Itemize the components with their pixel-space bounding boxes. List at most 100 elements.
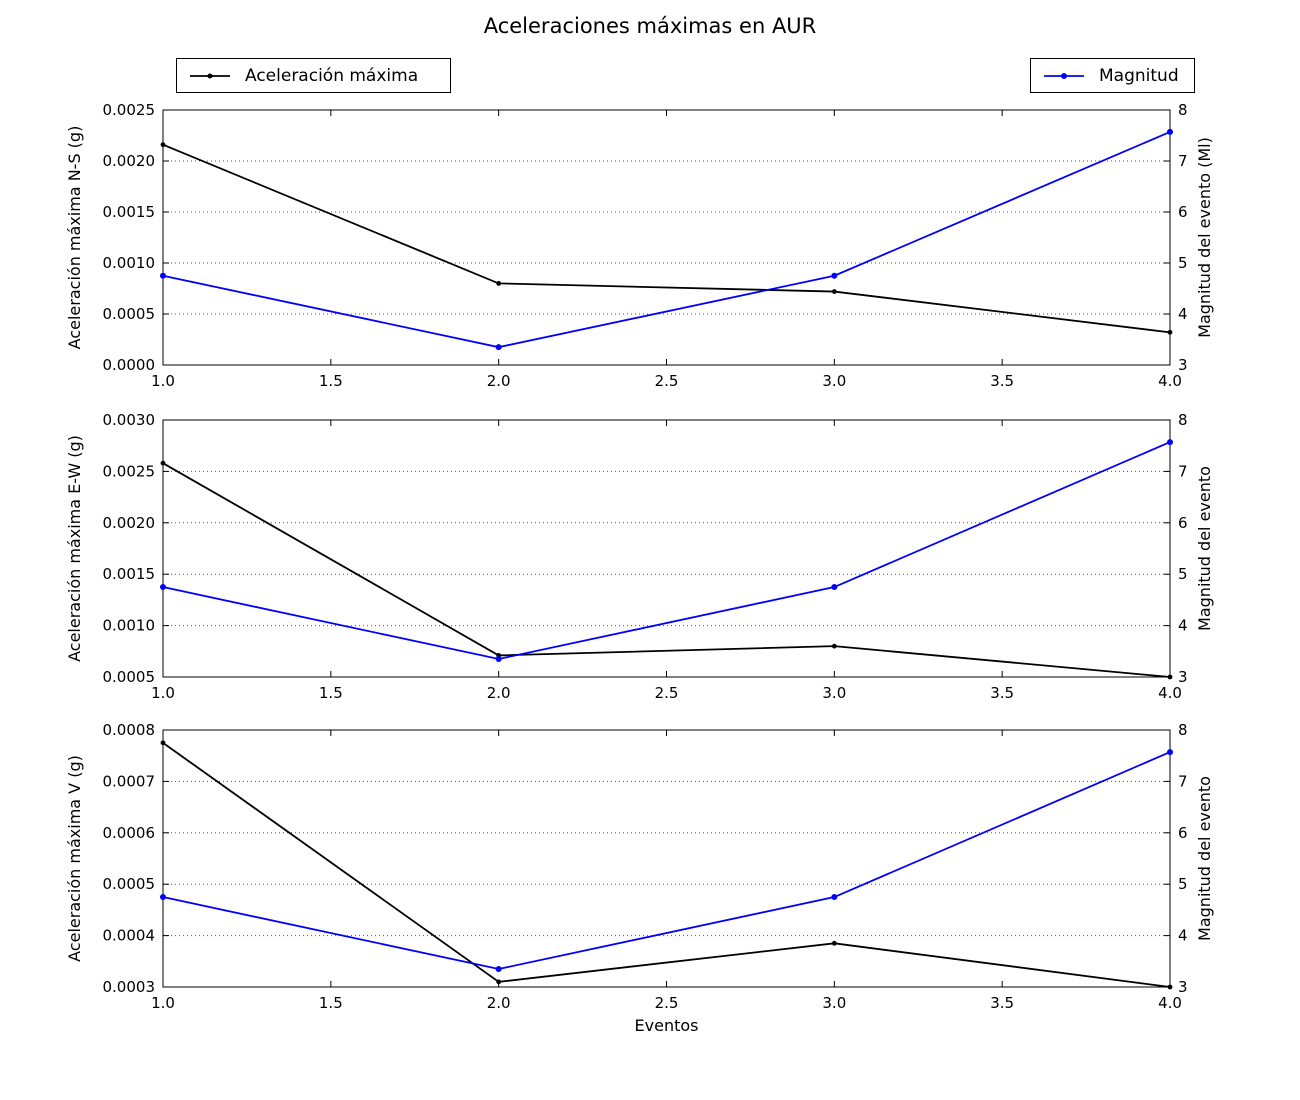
x-tick-label: 1.0 <box>151 372 175 390</box>
y-tick-label-left: 0.0015 <box>103 203 156 221</box>
data-point <box>1167 749 1173 756</box>
data-point <box>160 584 166 591</box>
y-tick-label-left: 0.0004 <box>103 927 156 945</box>
y-tick-label-right: 6 <box>1178 824 1188 842</box>
y-tick-label-left: 0.0005 <box>103 668 156 686</box>
ylabel-left: Aceleración máxima N-S (g) <box>65 126 84 350</box>
data-point <box>1167 674 1173 680</box>
subplot-1-N-S: 1.0 1.5 2.0 2.5 3.0 3.5 4.0 0.0000 0.0005 0.0010 0… <box>65 101 1214 390</box>
subplot-2-E-W: 1.0 1.5 2.0 2.5 3.0 3.5 4.0 0.0005 0.0010 0.0015 0… <box>65 411 1214 702</box>
data-point <box>831 643 837 649</box>
y-tick-label-left: 0.0020 <box>103 514 156 532</box>
data-point <box>1167 984 1173 990</box>
axes-frame <box>162 729 1171 988</box>
y-tick-label-left: 0.0010 <box>103 617 156 635</box>
x-tick-label: 1.0 <box>151 994 175 1012</box>
aceleracion-line <box>162 143 1171 334</box>
data-point <box>160 142 166 148</box>
y-tick-label-right: 7 <box>1178 772 1188 790</box>
y-tick-label-right: 7 <box>1178 462 1188 480</box>
y-tick-label-left: 0.0006 <box>103 824 156 842</box>
data-point <box>495 344 502 351</box>
y-tick-label-right: 5 <box>1178 875 1188 893</box>
data-point <box>495 966 502 973</box>
data-point <box>160 460 166 466</box>
data-point <box>831 272 838 279</box>
x-tick-label: 4.0 <box>1158 372 1182 390</box>
y-tick-label-right: 3 <box>1178 668 1188 686</box>
x-tick-label: 1.5 <box>319 372 343 390</box>
magnitud-line <box>162 751 1171 970</box>
data-point <box>1167 439 1173 446</box>
y-tick-label-left: 0.0010 <box>103 254 156 272</box>
x-tick-label: 3.0 <box>822 372 846 390</box>
ylabel-left: Aceleración máxima V (g) <box>65 755 84 962</box>
magnitud-line <box>162 441 1171 660</box>
y-tick-label-right: 6 <box>1178 514 1188 532</box>
legend-blue-line-sample <box>1044 72 1084 79</box>
y-tick-label-right: 8 <box>1178 101 1188 119</box>
y-tick-label-left: 0.0005 <box>103 875 156 893</box>
xlabel: Eventos <box>635 1016 699 1035</box>
y-tick-label-left: 0.0030 <box>103 411 156 429</box>
x-tick-label: 2.5 <box>655 372 679 390</box>
y-tick-label-right: 3 <box>1178 356 1188 374</box>
y-tick-label-left: 0.0008 <box>103 721 156 739</box>
y-tick-label-left: 0.0025 <box>103 101 156 119</box>
x-tick-label: 2.5 <box>655 994 679 1012</box>
x-tick-label: 1.5 <box>319 684 343 702</box>
legend-magnitud: Magnitud <box>1030 58 1195 93</box>
x-tick-label: 1.5 <box>319 994 343 1012</box>
data-point <box>831 940 837 946</box>
x-tick-label: 2.0 <box>487 372 511 390</box>
data-point <box>1167 329 1173 335</box>
y-tick-label-right: 8 <box>1178 721 1188 739</box>
x-tick-label: 2.5 <box>655 684 679 702</box>
data-point <box>160 740 166 746</box>
y-tick-label-right: 4 <box>1178 617 1188 635</box>
y-tick-label-left: 0.0000 <box>103 356 156 374</box>
data-point <box>495 656 502 663</box>
x-tick-label: 3.0 <box>822 684 846 702</box>
x-tick-label: 1.0 <box>151 684 175 702</box>
y-tick-label-left: 0.0007 <box>103 772 156 790</box>
legend-magnitud-label: Magnitud <box>1099 65 1179 86</box>
data-point <box>160 272 166 279</box>
legend-aceleracion-label: Aceleración máxima <box>245 65 419 86</box>
subplot-3-V: 1.0 1.5 2.0 2.5 3.0 3.5 4.0 0.0003 0.0004 0.0005 0… <box>65 721 1214 1035</box>
ylabel-right: Magnitud del evento <box>1195 776 1214 941</box>
x-tick-label: 4.0 <box>1158 684 1182 702</box>
x-tick-label: 3.0 <box>822 994 846 1012</box>
ylabel-right: Magnitud del evento (Ml) <box>1195 137 1214 338</box>
data-point <box>1167 128 1173 135</box>
y-tick-label-right: 5 <box>1178 254 1188 272</box>
aceleracion-line <box>162 462 1171 678</box>
x-tick-label: 4.0 <box>1158 994 1182 1012</box>
y-tick-label-left: 0.0003 <box>103 978 156 996</box>
magnitud-line <box>162 131 1171 349</box>
axes-frame <box>162 419 1171 678</box>
x-tick-label: 3.5 <box>990 994 1014 1012</box>
figure-title: Aceleraciones máximas en AUR <box>483 14 817 38</box>
ylabel-left: Aceleración máxima E-W (g) <box>65 435 84 662</box>
legend-aceleracion: Aceleración máxima <box>176 58 451 93</box>
x-tick-label: 2.0 <box>487 994 511 1012</box>
x-tick-label: 2.0 <box>487 684 511 702</box>
y-tick-label-right: 7 <box>1178 152 1188 170</box>
x-tick-label: 3.5 <box>990 372 1014 390</box>
data-point <box>496 979 502 985</box>
y-tick-label-right: 3 <box>1178 978 1188 996</box>
y-tick-label-left: 0.0020 <box>103 152 156 170</box>
x-tick-label: 3.5 <box>990 684 1014 702</box>
y-tick-label-right: 8 <box>1178 411 1188 429</box>
y-tick-label-left: 0.0025 <box>103 462 156 480</box>
y-tick-label-left: 0.0015 <box>103 565 156 583</box>
legend-black-line-sample <box>190 73 230 78</box>
aceleracion-line <box>162 742 1171 988</box>
y-tick-label-right: 4 <box>1178 305 1188 323</box>
data-point <box>831 894 838 901</box>
data-point <box>831 289 837 294</box>
y-tick-label-right: 5 <box>1178 565 1188 583</box>
